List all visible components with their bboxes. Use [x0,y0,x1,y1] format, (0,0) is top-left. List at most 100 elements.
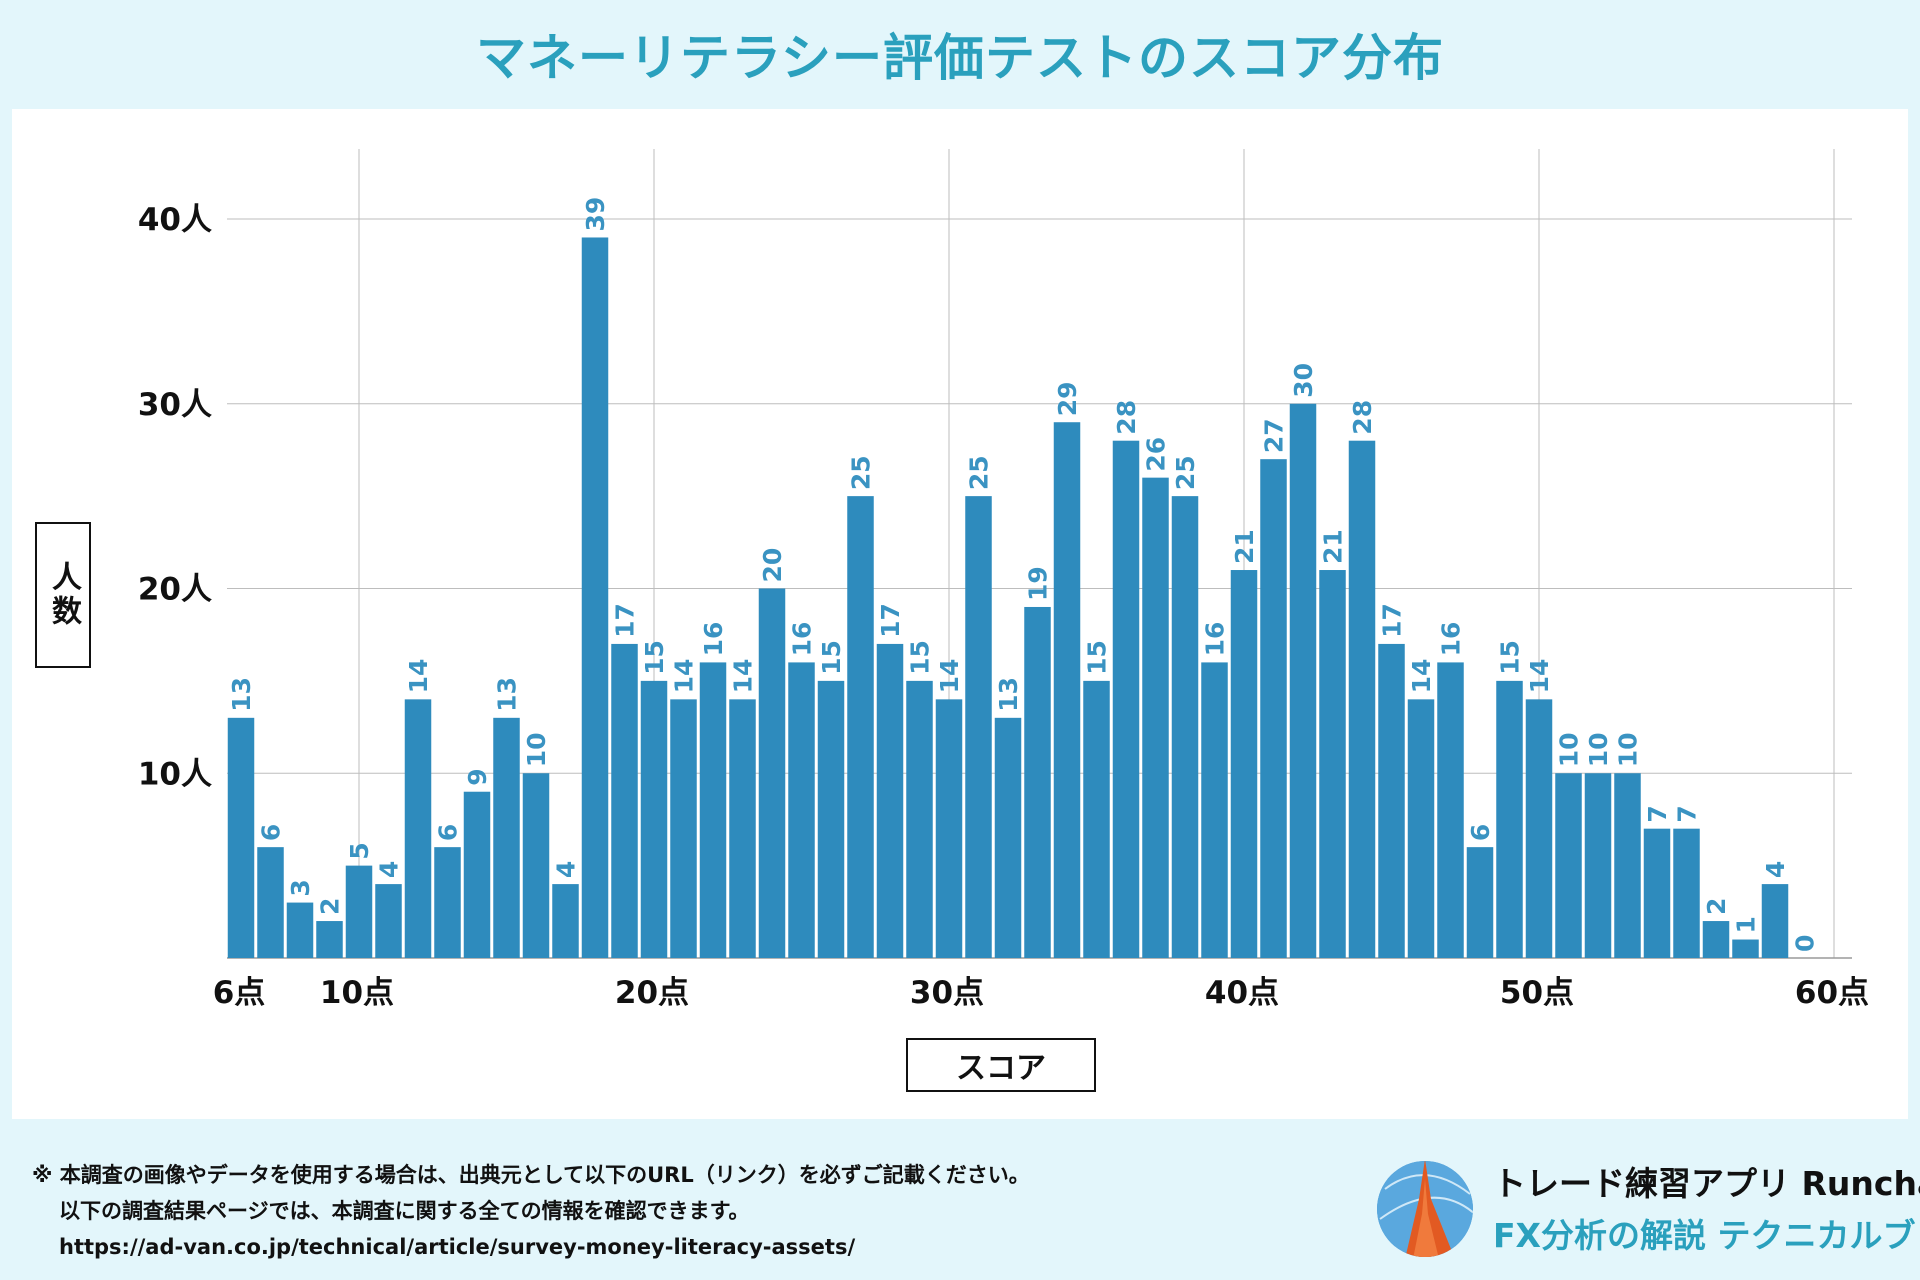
bar [1584,773,1612,958]
chart-title: マネーリテラシー評価テストのスコア分布 [476,29,1444,87]
bar-value-label: 7 [1643,805,1672,822]
bar [552,884,579,958]
bar-value-label: 14 [935,659,964,694]
bar-value-label: 16 [1437,622,1466,657]
bar-value-label: 26 [1142,437,1171,472]
bar-value-label: 14 [670,659,699,694]
bar [1466,847,1494,958]
x-tick-label: 6点 [213,975,266,1011]
bar-value-label: 17 [611,603,640,638]
bar-value-label: 39 [581,197,610,232]
bar [463,791,491,958]
bar-value-label: 16 [699,622,728,657]
usage-note-line1: ※ 本調査の画像やデータを使用する場合は、出典元として以下のURL（リンク）を必… [32,1163,1030,1187]
y-tick-label: 40人 [138,202,212,238]
runcha-logo-icon [1377,1161,1473,1257]
bar-value-label: 27 [1260,418,1289,453]
bar-value-label: 3 [286,879,315,896]
bar-value-label: 4 [375,861,404,878]
bar [227,717,255,958]
usage-note-line2: 以下の調査結果ページでは、本調査に関する全ての情報を確認できます。 [59,1199,750,1223]
x-axis-label-box: スコア [906,1038,1096,1092]
bar [1112,440,1140,958]
bar [1024,606,1051,958]
bar [1053,422,1081,959]
bar-chart: 1363254146913104391715141614201615251715… [138,149,1869,1011]
bar [581,237,609,959]
brand-subtitle: FX分析の解説 テクニカルブック [1493,1216,1920,1255]
bar [345,865,373,958]
bar-value-label: 20 [758,548,787,583]
bar [1437,662,1464,958]
bar [1614,773,1641,958]
chart-panel: 13 6 3 2 5 4 14 6 9 13 10 4 39 17 15 14 16 14 20 16 15 25 17 15… [12,109,1908,1119]
bar-value-label: 14 [1525,659,1554,694]
y-tick-label: 30人 [138,387,212,423]
bar-value-label: 5 [345,842,374,859]
bar [1142,477,1169,958]
bar-value-label: 13 [227,677,256,712]
bar [935,699,963,958]
bar-value-label: 17 [1378,603,1407,638]
bar-value-label: 25 [965,455,994,490]
y-tick-label: 10人 [138,756,212,792]
x-axis-label: スコア [956,1051,1046,1086]
bar [1496,680,1523,958]
y-tick-label: 20人 [138,572,212,608]
bar-value-label: 15 [1496,640,1525,675]
source-url-link[interactable]: https://ad-van.co.jp/technical/article/s… [59,1235,856,1259]
bar-value-label: 4 [552,861,581,878]
bar-value-label: 15 [906,640,935,675]
x-tick-label: 40点 [1205,975,1279,1011]
bar-value-label: 2 [316,898,345,915]
bar [965,496,992,958]
x-tick-label: 60点 [1795,975,1869,1011]
bar [493,717,520,958]
bar [1643,828,1671,958]
bar-value-label: 14 [1407,659,1436,694]
bar-value-label: 0 [1791,935,1820,952]
bar-value-label: 4 [1761,861,1790,878]
bar-value-label: 13 [493,677,522,712]
bar [758,588,786,958]
bar-value-label: 16 [1201,622,1230,657]
bar [876,643,904,958]
bar [434,847,461,958]
bar-value-label: 6 [257,824,286,841]
bar [906,680,933,958]
bar [640,680,668,958]
bar [1732,939,1759,958]
bar-value-label: 14 [729,659,758,694]
bar-value-label: 15 [1083,640,1112,675]
bar-value-label: 10 [1584,732,1613,767]
bar-value-label: 15 [817,640,846,675]
x-tick-label: 20点 [615,975,689,1011]
bar [1171,496,1199,958]
y-axis-label: 人数 [46,561,81,629]
bar-value-label: 28 [1112,400,1141,435]
bar [1289,403,1317,958]
bar [847,496,874,958]
bar-value-label: 10 [522,732,551,767]
bar [788,662,815,958]
bar [375,884,402,958]
bar [1761,884,1789,958]
bar [1319,570,1346,958]
x-tick-label: 50点 [1500,975,1574,1011]
bar [670,699,697,958]
bar-value-label: 14 [404,659,433,694]
x-tick-label: 10点 [320,975,394,1011]
brand-block: トレード練習アプリ Runcha FX分析の解説 テクニカルブック [1375,1153,1920,1263]
bar-value-label: 15 [640,640,669,675]
bar-value-label: 17 [876,603,905,638]
bar [1702,921,1730,958]
bar-value-label: 25 [1171,455,1200,490]
bar [611,643,638,958]
bar-value-label: 21 [1230,529,1259,564]
x-tick-label: 30点 [910,975,984,1011]
bar [1673,828,1700,958]
bar [994,717,1022,958]
brand-app-name: トレード練習アプリ Runcha [1493,1164,1920,1203]
bar-value-label: 10 [1555,732,1584,767]
bar [522,773,550,958]
